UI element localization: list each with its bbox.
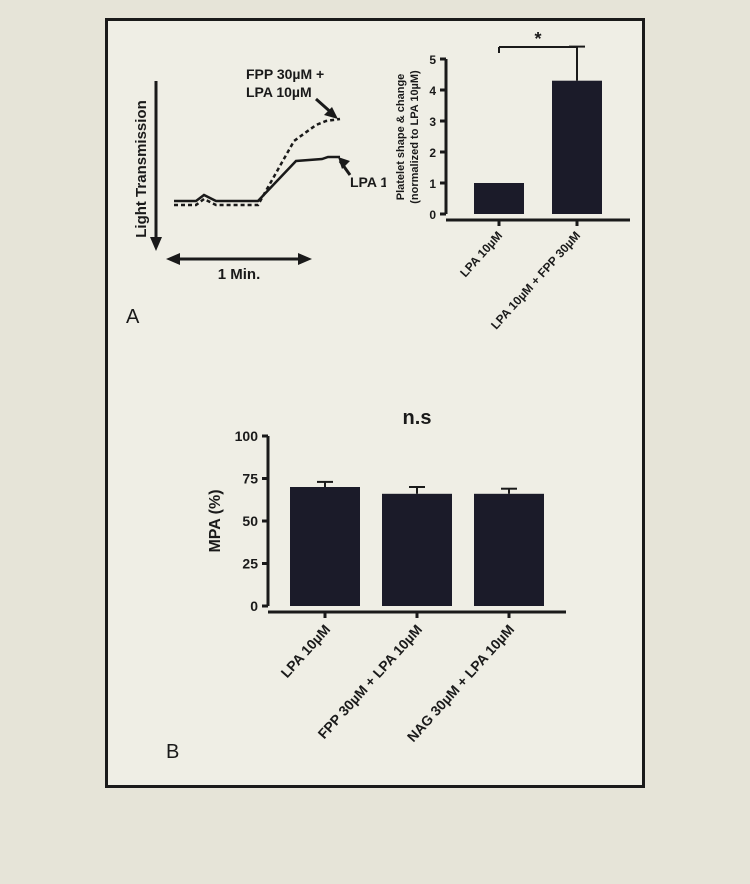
y-tick-label: 4 — [429, 84, 436, 98]
bar — [552, 81, 602, 214]
y-tick-label: 5 — [429, 53, 436, 67]
panel-a-label: A — [126, 306, 139, 329]
panel-b-label: B — [166, 741, 179, 764]
panel-b-barchart: 0 25 50 75 100 LPA 10µMFPP 30µM + LPA 10µMNAG… — [198, 391, 598, 771]
bar — [382, 494, 452, 606]
y-tick-label: 2 — [429, 146, 436, 160]
bar-a-ylabel-2: (normalized to LPA 10µM) — [409, 70, 421, 204]
y-tick-label: 0 — [429, 208, 436, 222]
bar — [290, 487, 360, 606]
y-tick-label: 3 — [429, 115, 436, 129]
trace-lower-label: LPA 10µM — [350, 174, 386, 190]
y-tick-label: 0 — [250, 598, 258, 614]
y-tick-label: 100 — [235, 428, 259, 444]
trace-upper-label-2: LPA 10µM — [246, 84, 312, 100]
trace-x-label: 1 Min. — [218, 266, 261, 283]
y-tick-label: 75 — [242, 471, 258, 487]
panel-a-barchart: 0 1 2 3 4 5 LPA 10µMLPA 10µM + FPP 30µM Platele… — [386, 29, 636, 349]
y-tick-label: 25 — [242, 556, 258, 572]
ns-label: n.s — [403, 407, 432, 429]
trace-upper-label-1: FPP 30µM + — [246, 66, 324, 82]
figure-frame: A Light Transmission 1 Min. FPP 30µM + LPA … — [105, 18, 645, 788]
x-category-label: NAG 30µM + LPA 10µM — [404, 621, 518, 745]
x-category-label: LPA 10µM — [277, 621, 333, 680]
bar — [474, 183, 524, 214]
x-category-label: FPP 30µM + LPA 10µM — [314, 621, 425, 742]
page: A Light Transmission 1 Min. FPP 30µM + LPA … — [0, 0, 750, 884]
x-category-label: LPA 10µM — [457, 229, 505, 280]
bar — [474, 494, 544, 606]
bar-b-ylabel: MPA (%) — [207, 489, 224, 552]
panel-a-trace: Light Transmission 1 Min. FPP 30µM + LPA 10… — [126, 41, 386, 291]
y-tick-label: 50 — [242, 513, 258, 529]
x-category-label: LPA 10µM + FPP 30µM — [488, 229, 583, 332]
y-tick-label: 1 — [429, 177, 436, 191]
bar-a-ylabel-1: Platelet shape & change — [395, 74, 407, 201]
trace-y-label: Light Transmission — [133, 100, 150, 238]
sig-star: * — [534, 29, 541, 49]
